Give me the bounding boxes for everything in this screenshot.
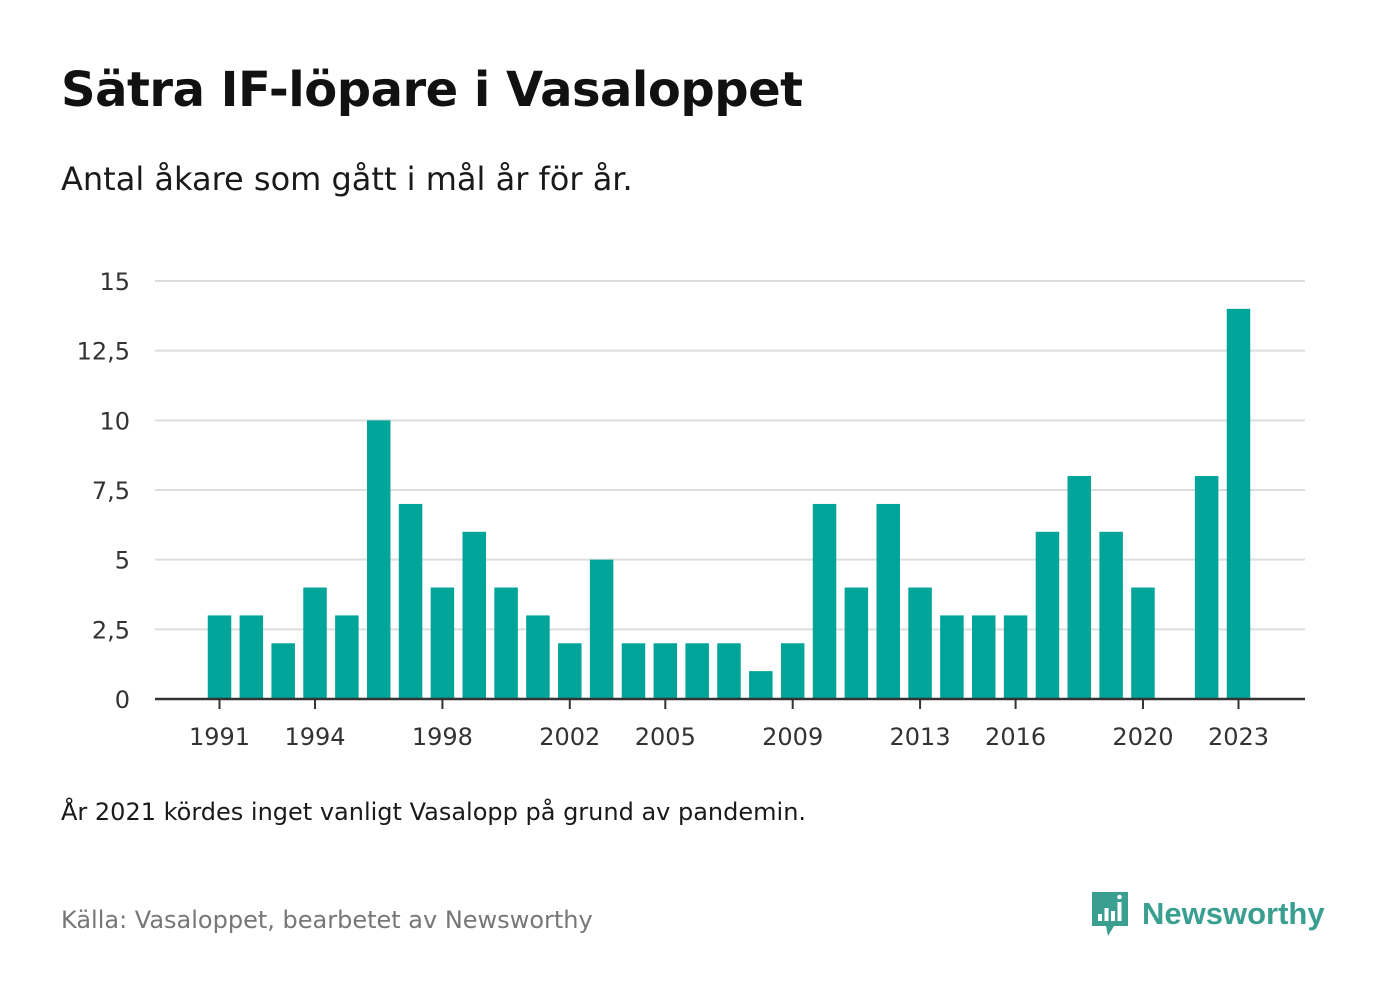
bar-2001 bbox=[526, 615, 550, 699]
y-tick-label: 10 bbox=[99, 407, 130, 435]
y-tick-label: 5 bbox=[115, 547, 130, 575]
y-tick-label: 12,5 bbox=[77, 338, 130, 366]
bar-2003 bbox=[590, 560, 614, 699]
x-tick-label: 2005 bbox=[635, 723, 696, 751]
bar-2004 bbox=[622, 643, 646, 699]
bar-2014 bbox=[940, 615, 964, 699]
source-text: Källa: Vasaloppet, bearbetet av Newswort… bbox=[61, 906, 593, 934]
bar-2009 bbox=[781, 643, 805, 699]
bar-2013 bbox=[908, 588, 932, 699]
y-tick-label: 15 bbox=[99, 268, 130, 296]
bar-1996 bbox=[367, 420, 391, 699]
x-axis-ticks: 1991 1994 1998 2002 2005 2009 2013 2016 2020 2023 bbox=[189, 699, 1269, 751]
x-tick-label: 1991 bbox=[189, 723, 250, 751]
bar-1997 bbox=[399, 504, 423, 699]
x-tick-label: 2016 bbox=[985, 723, 1046, 751]
bar-2007 bbox=[717, 643, 741, 699]
chart-note: År 2021 kördes inget vanligt Vasalopp på… bbox=[61, 798, 806, 826]
bar-2010 bbox=[813, 504, 837, 699]
bar-1993 bbox=[271, 643, 295, 699]
bar-1994 bbox=[303, 588, 327, 699]
x-tick-label: 2023 bbox=[1208, 723, 1269, 751]
y-tick-label: 2,5 bbox=[92, 616, 130, 644]
bar-2011 bbox=[845, 588, 869, 699]
bar-2002 bbox=[558, 643, 582, 699]
x-tick-label: 2002 bbox=[539, 723, 600, 751]
bar-1998 bbox=[431, 588, 455, 699]
bar-2018 bbox=[1068, 476, 1092, 699]
bar-2000 bbox=[494, 588, 518, 699]
bar-2005 bbox=[654, 643, 678, 699]
bar-2022 bbox=[1195, 476, 1219, 699]
x-tick-label: 2020 bbox=[1112, 723, 1173, 751]
x-tick-label: 1994 bbox=[284, 723, 345, 751]
bar-2020 bbox=[1131, 588, 1155, 699]
bar-2023 bbox=[1227, 309, 1251, 699]
bar-2008 bbox=[749, 671, 773, 699]
y-tick-label: 7,5 bbox=[92, 477, 130, 505]
bar-1999 bbox=[463, 532, 487, 699]
bar-2006 bbox=[685, 643, 709, 699]
x-tick-label: 1998 bbox=[412, 723, 473, 751]
y-axis-ticks: 0 2,5 5 7,5 10 12,5 15 bbox=[77, 268, 130, 714]
y-tick-label: 0 bbox=[115, 686, 130, 714]
bar-chart: 0 2,5 5 7,5 10 12,5 15 1991 1994 1998 2002 2005 200… bbox=[0, 0, 1400, 780]
bar-2017 bbox=[1036, 532, 1060, 699]
x-tick-label: 2009 bbox=[762, 723, 823, 751]
newsworthy-logo-icon bbox=[1090, 890, 1130, 938]
bars bbox=[208, 309, 1251, 699]
brand-name: Newsworthy bbox=[1142, 896, 1325, 932]
grid-lines bbox=[155, 281, 1305, 629]
bar-2019 bbox=[1099, 532, 1123, 699]
bar-2015 bbox=[972, 615, 996, 699]
bar-1992 bbox=[240, 615, 264, 699]
bar-1991 bbox=[208, 615, 232, 699]
bar-2012 bbox=[876, 504, 900, 699]
bar-1995 bbox=[335, 615, 359, 699]
newsworthy-brand: Newsworthy bbox=[1090, 890, 1325, 938]
x-tick-label: 2013 bbox=[890, 723, 951, 751]
bar-2016 bbox=[1004, 615, 1028, 699]
